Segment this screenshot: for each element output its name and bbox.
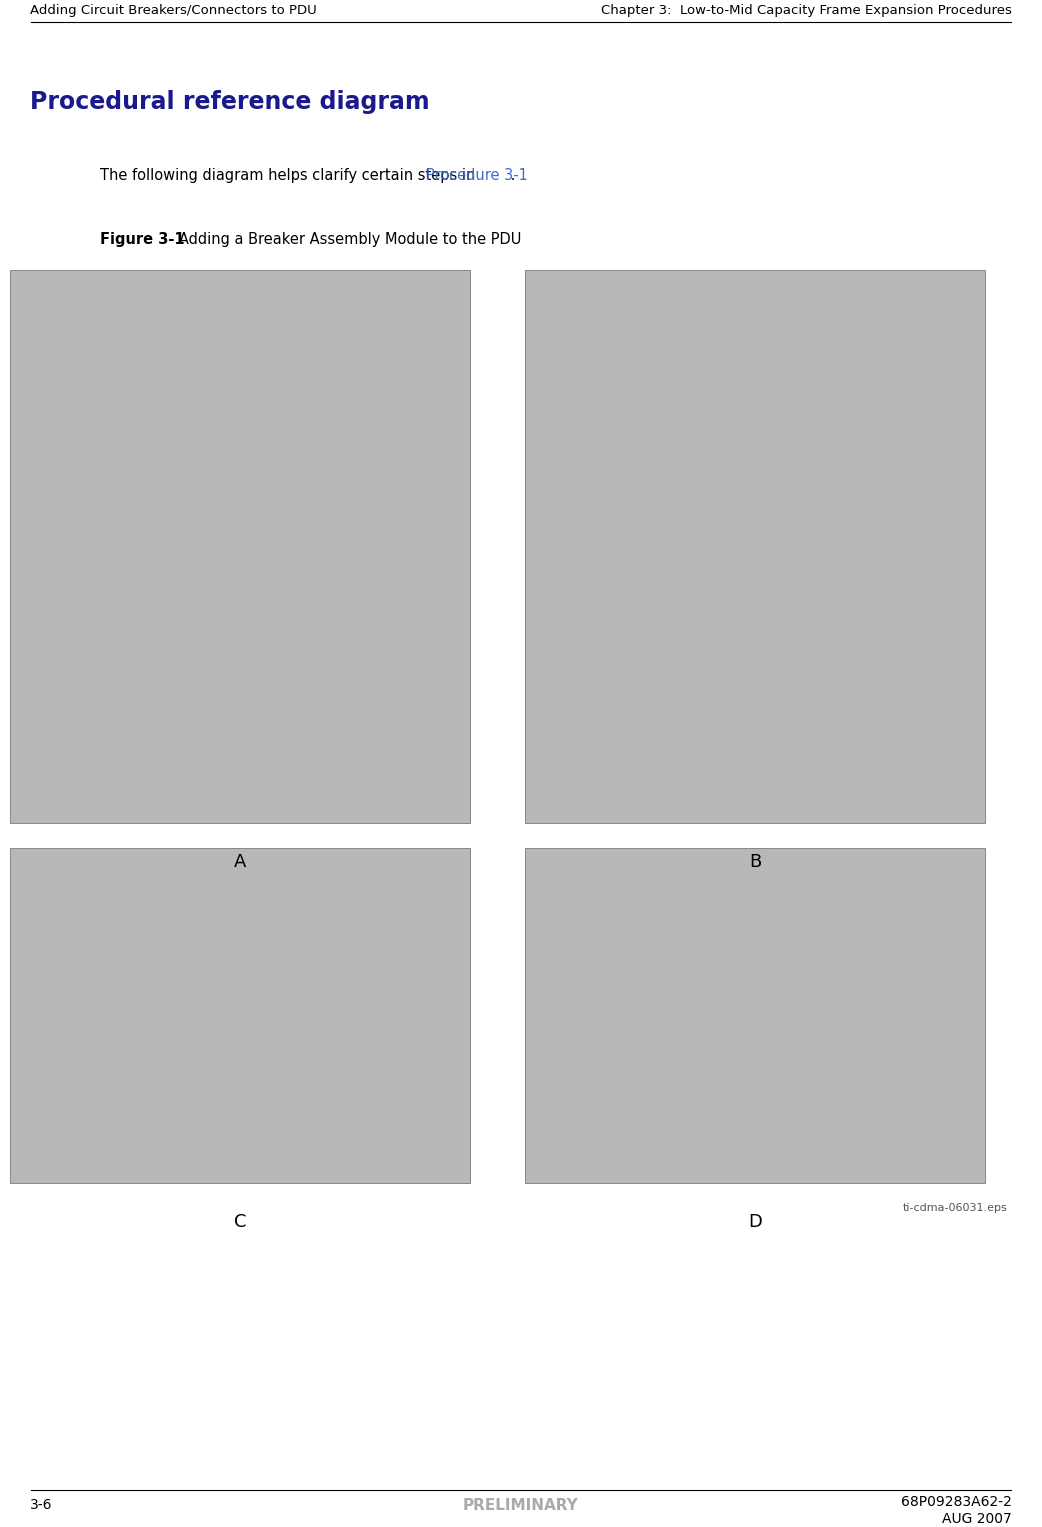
Text: .: . xyxy=(506,168,516,183)
Text: Adding a Breaker Assembly Module to the PDU: Adding a Breaker Assembly Module to the … xyxy=(165,232,521,247)
Text: AUG 2007: AUG 2007 xyxy=(942,1512,1012,1525)
Text: Figure 3-1: Figure 3-1 xyxy=(100,232,184,247)
Bar xyxy=(10,270,470,823)
Bar xyxy=(525,847,985,1183)
Text: D: D xyxy=(748,1212,762,1231)
Text: The following diagram helps clarify certain steps in: The following diagram helps clarify cert… xyxy=(100,168,480,183)
Text: C: C xyxy=(233,1212,246,1231)
Text: A: A xyxy=(233,854,246,870)
Text: 3-6: 3-6 xyxy=(30,1498,52,1512)
Text: Procedural reference diagram: Procedural reference diagram xyxy=(30,90,429,115)
Text: B: B xyxy=(749,854,761,870)
Text: Adding Circuit Breakers/Connectors to PDU: Adding Circuit Breakers/Connectors to PD… xyxy=(30,5,317,17)
Bar xyxy=(525,270,985,823)
Text: Procedure 3-1: Procedure 3-1 xyxy=(426,168,528,183)
Text: Chapter 3:  Low-to-Mid Capacity Frame Expansion Procedures: Chapter 3: Low-to-Mid Capacity Frame Exp… xyxy=(601,5,1012,17)
Text: 68P09283A62-2: 68P09283A62-2 xyxy=(901,1495,1012,1509)
Bar xyxy=(10,847,470,1183)
Text: PRELIMINARY: PRELIMINARY xyxy=(463,1498,579,1513)
Text: ti-cdma-06031.eps: ti-cdma-06031.eps xyxy=(902,1203,1007,1212)
